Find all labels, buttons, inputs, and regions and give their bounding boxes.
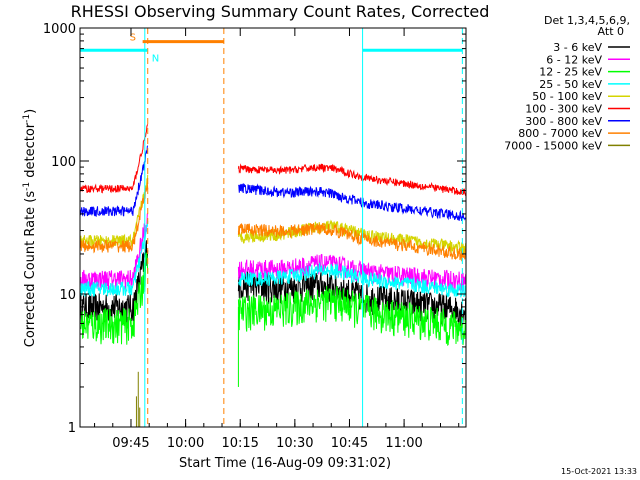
y-axis-label-part2: detector <box>23 122 38 182</box>
legend-label-1: 6 - 12 keV <box>546 53 602 66</box>
legend-label-7: 800 - 7000 keV <box>518 127 602 140</box>
x-axis-label: Start Time (16-Aug-09 09:31:02) <box>179 456 391 471</box>
series-4 <box>79 174 467 255</box>
series-2-post-gap-line <box>237 285 467 347</box>
series-4-pre-gap-line <box>79 174 149 248</box>
series-layer <box>79 124 467 427</box>
x-tick-label-09:45: 09:45 <box>112 436 149 451</box>
chart-title: RHESSI Observing Summary Count Rates, Co… <box>71 2 490 21</box>
series-8 <box>135 371 141 427</box>
y-axis-label-part1: Corrected Count Rate (s <box>23 191 38 348</box>
x-tick-label-10:15: 10:15 <box>221 436 258 451</box>
series-3-post-gap-line <box>238 261 467 298</box>
y-tick-label-100: 100 <box>51 155 76 170</box>
series-4-post-gap-line <box>237 219 467 255</box>
y-axis-label: Corrected Count Rate (s-1 detector-1) <box>22 109 38 347</box>
y-tick-label-1000: 1000 <box>43 22 76 37</box>
series-6-post-gap-line <box>238 183 466 222</box>
legend-label-0: 3 - 6 keV <box>553 41 602 54</box>
plot-area: S N 09:45 10:00 10:15 10:30 10:45 11:00 1 10 100 1… <box>43 22 467 451</box>
x-tick-label-10:00: 10:00 <box>167 436 204 451</box>
legend-label-2: 12 - 25 keV <box>539 66 602 79</box>
legend-header-line1: Det 1,3,4,5,6,9, <box>544 14 630 27</box>
flag-label-N: N <box>152 53 159 64</box>
y-axis-label-sup2: -1 <box>22 114 32 123</box>
legend-label-6: 300 - 800 keV <box>525 115 602 128</box>
series-7 <box>79 182 466 262</box>
series-2-pre-gap-line <box>79 252 149 345</box>
flag-label-S: S <box>130 33 136 44</box>
series-6 <box>79 145 466 222</box>
x-tick-label-10:30: 10:30 <box>276 436 313 451</box>
series-7-post-gap-line <box>237 222 466 262</box>
legend-label-8: 7000 - 15000 keV <box>504 139 602 152</box>
legend-label-5: 100 - 300 keV <box>525 103 602 116</box>
x-tick-label-10:45: 10:45 <box>331 436 368 451</box>
series-3-pre-gap-line <box>79 220 149 297</box>
series-5 <box>79 124 467 197</box>
series-1-post-gap-line <box>237 253 467 293</box>
series-5-post-gap-line <box>237 163 467 197</box>
series-3 <box>79 220 467 298</box>
legend-label-3: 25 - 50 keV <box>539 78 602 91</box>
series-7-pre-gap-line <box>79 182 149 254</box>
tick-layer: 09:45 10:00 10:15 10:30 10:45 11:00 1 10 100 1000 <box>43 22 466 451</box>
series-5-pre-gap-line <box>79 124 149 194</box>
series-6-pre-gap-line <box>79 145 149 218</box>
y-axis-label-part3: ) <box>23 109 38 114</box>
y-tick-label-10: 10 <box>59 288 76 303</box>
footer-timestamp: 15-Oct-2021 13:33 <box>561 467 637 476</box>
x-tick-label-11:00: 11:00 <box>385 436 422 451</box>
plot-frame <box>79 27 467 428</box>
series-2 <box>79 252 467 347</box>
y-axis-label-sup1: -1 <box>22 182 32 191</box>
y-tick-label-1: 1 <box>68 421 76 436</box>
legend-header-line2: Att 0 <box>598 25 624 38</box>
legend-label-4: 50 - 100 keV <box>532 90 602 103</box>
